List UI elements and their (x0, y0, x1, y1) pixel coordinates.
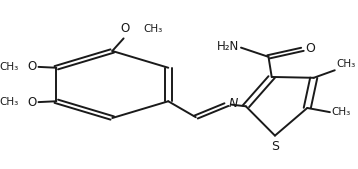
Text: CH₃: CH₃ (337, 59, 355, 69)
Text: H₂N: H₂N (217, 40, 240, 53)
Text: O: O (28, 96, 37, 109)
Text: CH₃: CH₃ (143, 24, 162, 34)
Text: S: S (271, 140, 279, 153)
Text: O: O (28, 60, 37, 73)
Text: CH₃: CH₃ (0, 97, 19, 107)
Text: O: O (305, 42, 315, 55)
Text: CH₃: CH₃ (332, 107, 351, 117)
Text: CH₃: CH₃ (0, 62, 19, 72)
Text: N: N (229, 97, 238, 110)
Text: O: O (121, 22, 130, 35)
